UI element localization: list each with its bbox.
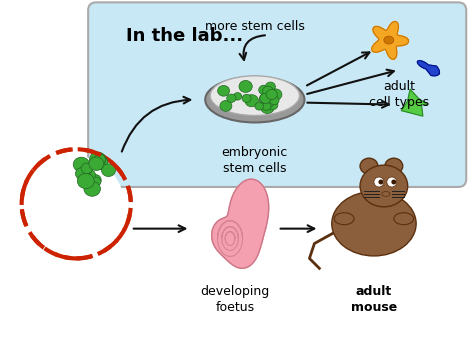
Ellipse shape [259,85,269,95]
Ellipse shape [245,95,258,107]
Text: In the lab...: In the lab... [126,27,243,45]
Ellipse shape [218,86,229,96]
Ellipse shape [81,163,93,174]
Text: adult
cell types: adult cell types [369,80,429,109]
Ellipse shape [210,76,300,115]
Ellipse shape [384,36,394,44]
FancyBboxPatch shape [88,3,466,187]
Ellipse shape [75,167,89,180]
Ellipse shape [261,96,274,108]
Ellipse shape [260,93,271,103]
Ellipse shape [394,213,414,225]
Ellipse shape [267,87,276,95]
Ellipse shape [205,77,304,122]
Polygon shape [418,61,439,76]
Ellipse shape [269,96,279,105]
Ellipse shape [227,94,236,102]
Ellipse shape [94,154,106,165]
Ellipse shape [262,102,271,110]
Ellipse shape [220,100,232,111]
Ellipse shape [385,158,403,174]
Ellipse shape [239,80,252,92]
Ellipse shape [263,86,273,96]
Circle shape [374,177,384,187]
Ellipse shape [77,173,94,189]
Ellipse shape [90,152,106,167]
Ellipse shape [266,93,279,105]
Ellipse shape [233,92,242,100]
Circle shape [28,156,124,252]
Ellipse shape [360,165,408,207]
Text: adult
mouse: adult mouse [351,285,397,314]
Ellipse shape [89,174,101,185]
Ellipse shape [259,93,272,105]
Ellipse shape [265,82,275,91]
Text: more stem cells: more stem cells [205,20,305,33]
Circle shape [387,177,397,187]
Ellipse shape [101,164,116,177]
Ellipse shape [261,101,274,114]
Ellipse shape [332,191,416,256]
Ellipse shape [92,155,108,170]
Ellipse shape [81,166,91,175]
Polygon shape [401,89,428,116]
Ellipse shape [360,158,378,174]
Ellipse shape [91,177,101,186]
Text: embryonic
stem cells: embryonic stem cells [222,146,288,175]
Polygon shape [212,179,269,268]
Ellipse shape [84,181,100,196]
Ellipse shape [269,89,282,100]
Ellipse shape [242,94,251,102]
Circle shape [378,179,383,185]
Ellipse shape [82,169,96,182]
Ellipse shape [267,100,278,110]
Ellipse shape [89,157,104,170]
Ellipse shape [382,191,390,197]
Ellipse shape [334,213,354,225]
Text: developing
foetus: developing foetus [201,285,270,314]
Ellipse shape [73,157,90,172]
Ellipse shape [255,102,264,110]
Ellipse shape [266,90,277,99]
Circle shape [392,179,396,185]
Polygon shape [372,21,409,59]
Ellipse shape [80,173,96,187]
